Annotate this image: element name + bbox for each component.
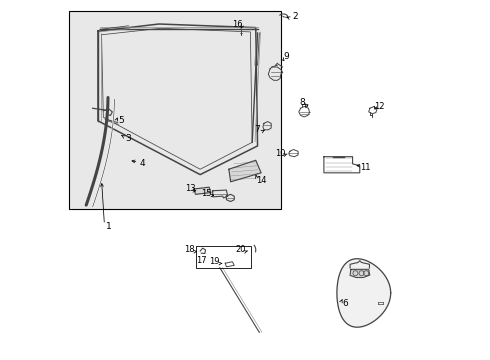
Text: 16: 16 [233, 19, 243, 28]
Text: 20: 20 [236, 246, 246, 255]
Polygon shape [350, 270, 370, 278]
Text: 12: 12 [374, 102, 385, 111]
Text: 4: 4 [140, 159, 146, 168]
Polygon shape [337, 259, 391, 327]
Text: 7: 7 [255, 125, 260, 134]
Text: 17: 17 [196, 256, 207, 265]
Text: 2: 2 [293, 12, 298, 21]
Text: 5: 5 [119, 116, 124, 125]
Text: 8: 8 [299, 98, 305, 107]
Text: 14: 14 [256, 176, 267, 185]
Text: 19: 19 [209, 257, 220, 266]
Text: 11: 11 [360, 163, 370, 172]
Text: 13: 13 [185, 184, 196, 193]
Text: 10: 10 [275, 149, 285, 158]
Text: 15: 15 [201, 189, 212, 198]
Text: 3: 3 [125, 134, 131, 143]
Bar [69, 12, 281, 209]
Bar [196, 246, 251, 268]
Text: 9: 9 [283, 52, 289, 61]
Text: 6: 6 [343, 299, 348, 308]
Text: 1: 1 [106, 222, 112, 231]
Polygon shape [194, 187, 211, 194]
Polygon shape [229, 160, 261, 182]
Text: 18: 18 [184, 246, 195, 255]
